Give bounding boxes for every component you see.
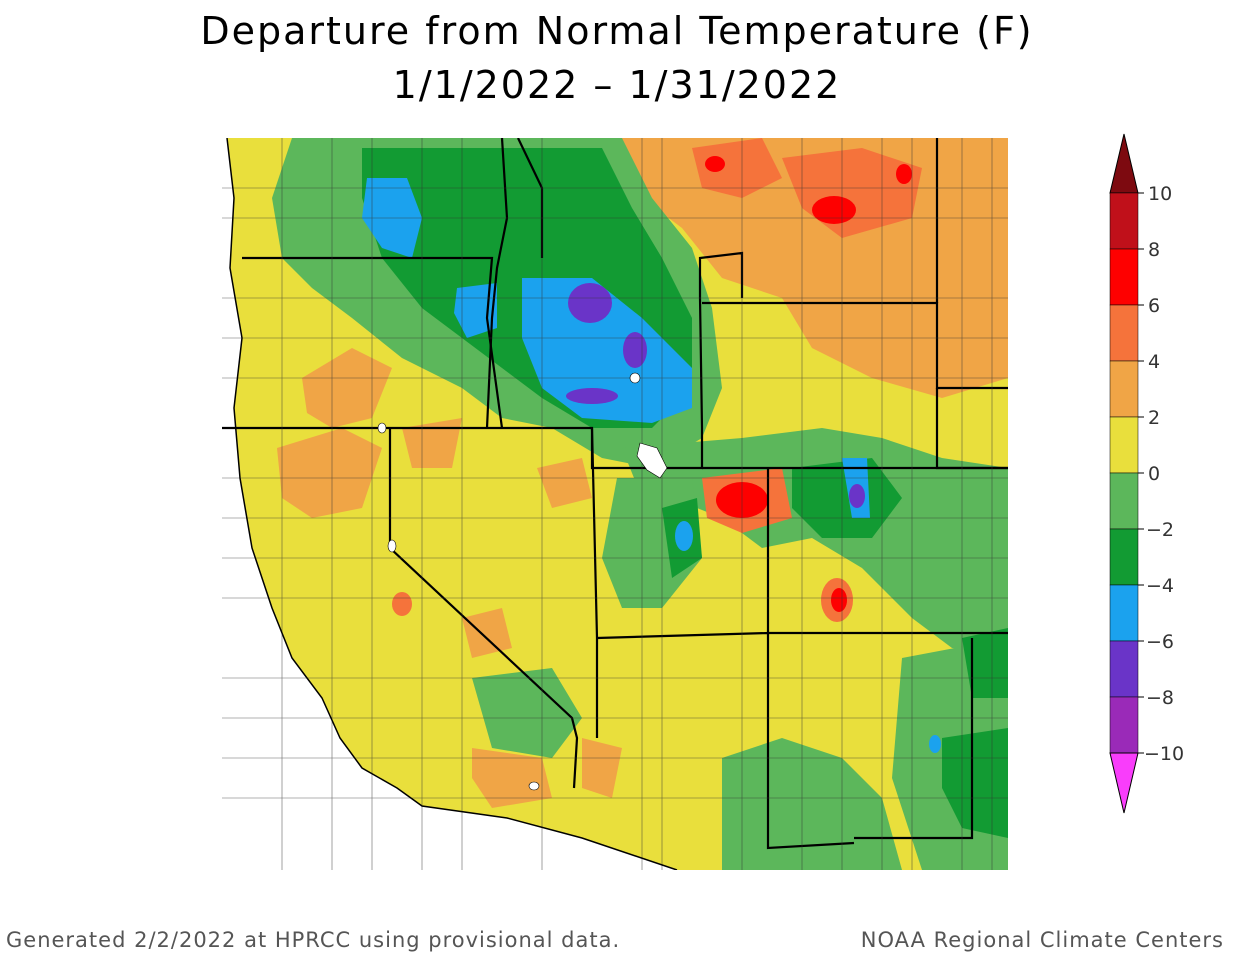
region-m6-to-m4-idaho xyxy=(454,283,497,338)
region-m8-to-m6-wyoming-south xyxy=(566,388,618,404)
region-m8-to-m6-wyoming-east xyxy=(623,332,647,368)
temperature-departure-map xyxy=(222,138,1008,870)
legend-label: −8 xyxy=(1146,687,1174,709)
map-title: Departure from Normal Temperature (F) xyxy=(200,9,1034,53)
legend-swatch-4-to-6 xyxy=(1109,304,1139,362)
legend-label: 4 xyxy=(1148,351,1160,373)
region-m8-to-m6-colorado xyxy=(849,484,865,508)
region-4-to-6-sierra xyxy=(392,592,412,616)
region-m6-to-m4-new-mexico xyxy=(929,735,941,753)
legend-swatch-2-to-4 xyxy=(1109,360,1139,418)
region-2-to-4-ncal xyxy=(277,428,382,518)
legend-label: 6 xyxy=(1148,295,1160,317)
lake-tahoe xyxy=(387,539,397,553)
region-m4-to-m2-southwest xyxy=(942,628,1008,838)
region-6-to-8-montana xyxy=(812,196,856,224)
klamath-lake xyxy=(377,422,387,434)
region-6-to-8-nd xyxy=(896,164,912,184)
generated-note: Generated 2/2/2022 at HPRCC using provis… xyxy=(6,928,621,952)
legend-swatch-m2-to-0 xyxy=(1109,472,1139,530)
legend-swatch-above-10 xyxy=(1109,133,1139,194)
yellowstone-lake xyxy=(629,372,641,384)
legend-swatch-8-to-10 xyxy=(1109,192,1139,250)
legend-swatch-m8-to-m6 xyxy=(1109,640,1139,698)
region-m6-to-m4-central xyxy=(522,278,692,423)
legend-ticks xyxy=(1138,192,1144,754)
legend-label: 8 xyxy=(1148,239,1160,261)
region-6-to-8-montana-north xyxy=(705,156,725,172)
legend-label: −2 xyxy=(1146,519,1174,541)
great-salt-lake xyxy=(636,442,668,479)
coastline xyxy=(226,138,678,870)
legend-label: 2 xyxy=(1148,407,1160,429)
legend-label: −4 xyxy=(1146,575,1174,597)
legend-swatch-m4-to-m2 xyxy=(1109,528,1139,586)
legend-label: 0 xyxy=(1148,463,1160,485)
region-2-to-4-oregon xyxy=(302,348,392,428)
source-credit: NOAA Regional Climate Centers xyxy=(860,928,1224,952)
legend-label: −6 xyxy=(1146,631,1174,653)
legend-label: −10 xyxy=(1144,743,1184,765)
legend-color-bar xyxy=(1109,133,1139,814)
region-m8-to-m6-wyoming xyxy=(568,283,612,323)
legend-swatch-below-m10 xyxy=(1109,752,1139,814)
region-2-to-4-nevada xyxy=(402,418,592,508)
region-6-to-8-colorado-south xyxy=(831,588,847,612)
legend-swatch-m6-to-m4 xyxy=(1109,584,1139,642)
legend-label: 10 xyxy=(1148,183,1172,205)
county-boundaries xyxy=(222,138,1008,870)
map-date-range: 1/1/2022 – 1/31/2022 xyxy=(392,63,842,107)
temperature-legend: 10 8 6 4 2 0 −2 −4 −6 −8 −10 xyxy=(1109,133,1184,814)
salton-sea xyxy=(528,781,540,791)
legend-swatch-6-to-8 xyxy=(1109,248,1139,306)
region-m6-to-m4-utah xyxy=(675,521,693,551)
lakes xyxy=(377,372,668,791)
legend-swatch-0-to-2 xyxy=(1109,416,1139,474)
region-m2-to-0-southwest xyxy=(472,638,1008,870)
legend-swatch-m10-to-m8 xyxy=(1109,696,1139,754)
